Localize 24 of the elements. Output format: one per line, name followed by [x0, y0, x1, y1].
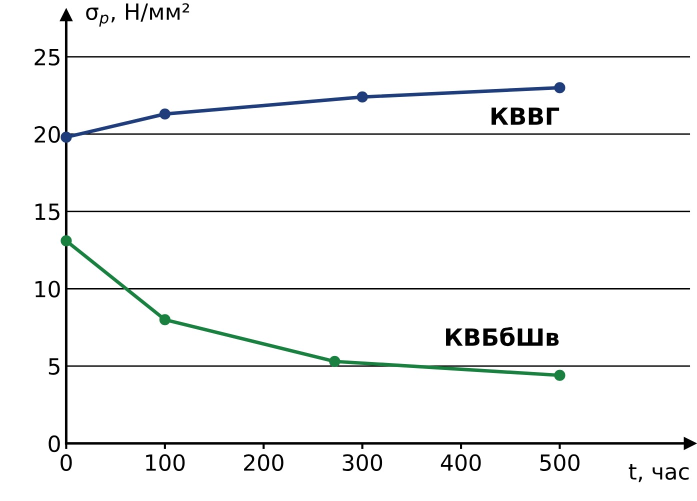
x-tick-label: 0	[60, 454, 72, 472]
point	[356, 91, 368, 103]
point	[60, 132, 72, 143]
point	[329, 356, 340, 367]
series-label: КВВГ	[492, 108, 560, 125]
x-tick-label: 300	[342, 454, 382, 472]
point	[159, 314, 170, 326]
series-label: КВБбШв	[446, 327, 559, 346]
x-axis-title: t, час	[628, 464, 689, 482]
y-tick-label: 5	[48, 358, 60, 375]
x-tick-label: 500	[540, 454, 580, 472]
x-tick-label: 200	[244, 454, 284, 472]
point	[554, 370, 566, 381]
y-tick-label: 10	[36, 280, 60, 298]
y-tick-label: 15	[36, 204, 60, 220]
point	[159, 108, 170, 120]
point	[60, 235, 72, 246]
y-axis-title: σ$_{p}$, Н/мм²	[86, 3, 190, 27]
y-tick-label: 0	[48, 435, 60, 452]
x-tick-label: 100	[146, 454, 185, 472]
y-tick-label: 25	[34, 48, 60, 66]
y-tick-label: 20	[34, 126, 60, 143]
x-tick-label: 400	[440, 454, 481, 472]
point	[554, 82, 566, 94]
